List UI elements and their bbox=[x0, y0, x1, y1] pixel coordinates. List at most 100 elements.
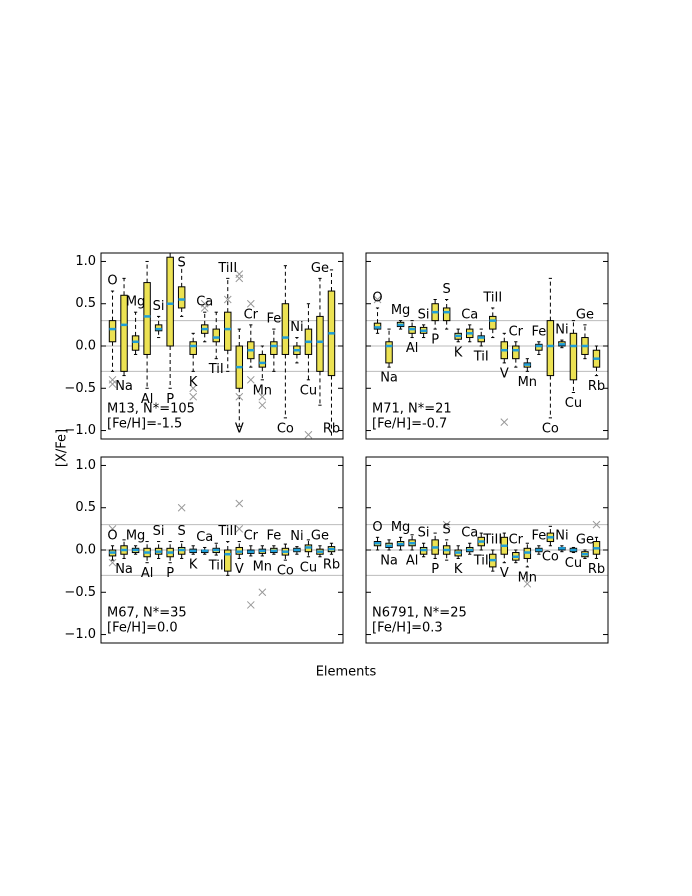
y-tick-label: −1.0 bbox=[64, 627, 96, 642]
element-label: Fe bbox=[531, 528, 546, 543]
element-label: V bbox=[500, 566, 509, 581]
element-label: Ge bbox=[576, 307, 594, 322]
box bbox=[258, 353, 267, 368]
box bbox=[373, 322, 382, 330]
element-label: Ni bbox=[290, 529, 303, 544]
element-label: Cu bbox=[300, 560, 317, 575]
element-label: P bbox=[431, 562, 439, 577]
y-tick-label: −0.5 bbox=[64, 585, 96, 600]
element-label: Ge bbox=[311, 261, 329, 276]
element-label: Mg bbox=[391, 520, 410, 535]
outlier bbox=[235, 392, 244, 401]
element-label: K bbox=[454, 345, 463, 360]
element-label: Al bbox=[406, 341, 419, 356]
panel: 1.0 0.5 0.0 −0.5 −1.0 O Na Mg Al Si P S K Ca TiI TiII V C… bbox=[64, 456, 344, 644]
element-label: Cr bbox=[244, 528, 259, 543]
element-label: Rb bbox=[323, 558, 340, 573]
element-label: Fe bbox=[266, 312, 281, 327]
box bbox=[512, 345, 520, 360]
box bbox=[224, 549, 232, 572]
panel: O Na Mg Al SiP S K Ca TiI TiII V Cr Mn Fe Co Ni Cu Ge Rb M7… bbox=[365, 252, 609, 440]
outlier bbox=[246, 601, 255, 609]
outlier bbox=[223, 295, 232, 304]
element-label: Cu bbox=[565, 396, 582, 411]
box bbox=[189, 341, 197, 355]
element-label: P bbox=[431, 333, 439, 348]
element-label: TiII bbox=[482, 290, 502, 305]
element-label: Na bbox=[380, 371, 398, 386]
outlier bbox=[235, 499, 244, 508]
element-label: Al bbox=[141, 392, 154, 407]
box bbox=[120, 294, 128, 372]
y-tick-label: 0.5 bbox=[75, 500, 96, 515]
element-label: S bbox=[178, 524, 186, 539]
element-label: K bbox=[454, 562, 463, 577]
element-label: Si bbox=[153, 524, 165, 539]
element-label: Mg bbox=[391, 303, 410, 318]
outlier bbox=[108, 525, 117, 533]
y-tick-label: 0.0 bbox=[75, 339, 96, 354]
box bbox=[143, 282, 151, 355]
box bbox=[166, 256, 174, 347]
panel-title: M13, N*=105 bbox=[107, 402, 195, 417]
box bbox=[316, 315, 324, 372]
box bbox=[477, 335, 485, 343]
outlier bbox=[235, 270, 244, 278]
box bbox=[442, 307, 451, 322]
element-label: S bbox=[443, 522, 451, 537]
element-label: Mn bbox=[253, 559, 272, 574]
element-label: O bbox=[372, 290, 382, 305]
element-label: TiI bbox=[208, 559, 224, 574]
outlier bbox=[258, 401, 267, 410]
y-tick-label: 0.0 bbox=[75, 543, 96, 558]
element-label: Mg bbox=[126, 295, 145, 310]
element-label: Cu bbox=[300, 383, 317, 398]
box bbox=[281, 303, 290, 355]
outlier bbox=[200, 299, 209, 308]
element-label: Ca bbox=[196, 530, 213, 545]
element-label: TiII bbox=[217, 524, 237, 539]
y-tick-label: 1.0 bbox=[75, 254, 96, 269]
element-label: TiI bbox=[473, 554, 489, 569]
element-label: TiI bbox=[473, 350, 489, 365]
outlier bbox=[189, 392, 198, 401]
panel-frame bbox=[100, 252, 344, 440]
element-label: Co bbox=[277, 421, 294, 436]
box bbox=[385, 341, 393, 364]
element-label: V bbox=[235, 562, 244, 577]
element-label: P bbox=[166, 392, 174, 407]
panel-title: M71, N*=21 bbox=[372, 402, 452, 417]
box bbox=[224, 311, 232, 351]
element-label: TiII bbox=[482, 533, 502, 548]
outlier bbox=[108, 380, 117, 388]
element-label: Ni bbox=[555, 323, 568, 338]
element-label: V bbox=[500, 366, 509, 381]
element-label: Co bbox=[277, 564, 294, 579]
panel-frame bbox=[365, 252, 609, 440]
box bbox=[154, 324, 163, 332]
element-label: Fe bbox=[266, 528, 281, 543]
element-label: O bbox=[107, 528, 117, 543]
panel-subtitle: [Fe/H]=-1.5 bbox=[107, 417, 182, 432]
panel: O Na Mg Al Si P S K Ca TiI TiII V Cr Mn Fe Co Ni Cu Ge Rb N6… bbox=[365, 456, 609, 644]
outlier bbox=[500, 418, 509, 426]
outlier bbox=[258, 588, 267, 597]
element-label: Ca bbox=[196, 295, 213, 310]
element-label: Co bbox=[542, 549, 559, 564]
y-tick-label: −1.0 bbox=[64, 423, 96, 438]
box bbox=[489, 315, 497, 330]
element-label: Si bbox=[153, 299, 165, 314]
element-label: Rb bbox=[323, 422, 340, 437]
element-label: Na bbox=[380, 554, 398, 569]
x-axis-label: Elements bbox=[316, 665, 377, 680]
box bbox=[569, 332, 578, 381]
box bbox=[212, 328, 220, 343]
element-label: Rb bbox=[588, 379, 605, 394]
element-label: Mn bbox=[253, 383, 272, 398]
box bbox=[108, 320, 117, 343]
element-label: O bbox=[372, 520, 382, 535]
panel-subtitle: [Fe/H]=0.0 bbox=[107, 621, 178, 636]
element-label: TiII bbox=[217, 261, 237, 276]
element-label: Cr bbox=[244, 307, 259, 322]
element-label: S bbox=[178, 256, 186, 271]
